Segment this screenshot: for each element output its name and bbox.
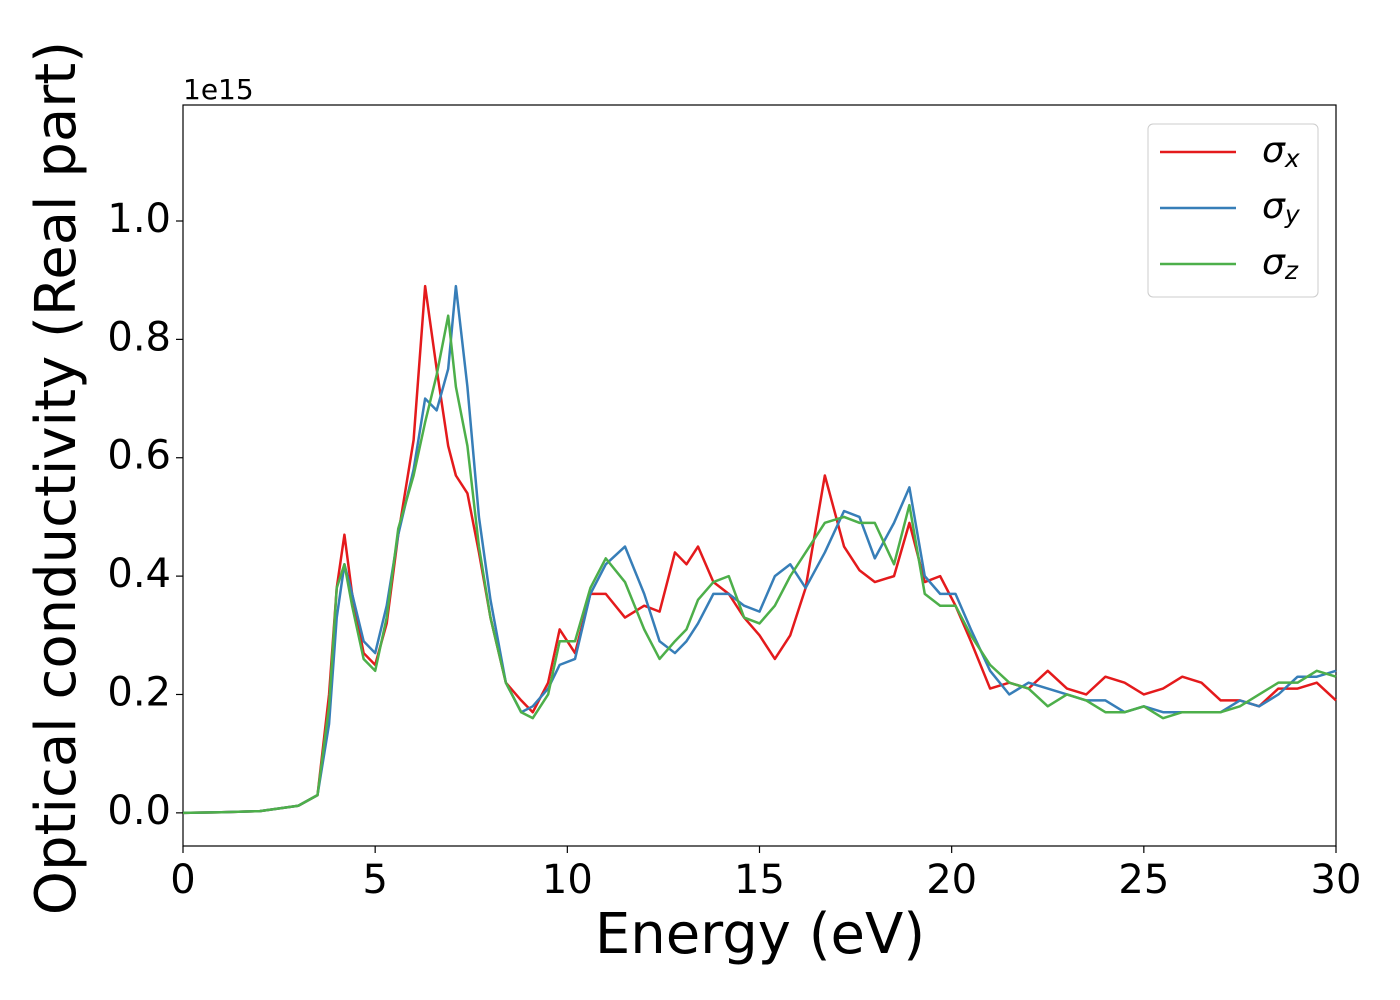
y-tick-label: 1.0 [107,196,171,242]
legend-symbol: σ [1262,130,1286,171]
y-tick-label: 0.4 [107,551,171,597]
series-line [182,314,1337,815]
legend-symbol: σ [1262,186,1286,227]
legend-label: σz [1262,242,1299,285]
y-tick-label: 0.0 [107,788,171,834]
legend-subscript: z [1284,256,1299,285]
legend-symbol: σ [1262,242,1286,283]
series-line [182,284,1337,815]
legend-label: σx [1262,130,1300,173]
legend-subscript: x [1284,144,1300,173]
x-tick-label: 20 [926,857,977,903]
series-line [182,284,1337,815]
x-tick-label: 15 [734,857,785,903]
legend-subscript: y [1284,200,1301,229]
legend-box [1147,123,1319,298]
x-tick-label: 30 [1311,857,1362,903]
y-offset-label: 1e15 [183,73,254,106]
y-tick-label: 0.6 [107,433,171,479]
legend-label: σy [1262,186,1301,229]
x-tick-label: 0 [170,857,195,903]
x-axis-label: Energy (eV) [595,902,925,967]
y-tick-label: 0.2 [107,669,171,715]
x-tick-label: 25 [1118,857,1169,903]
x-tick-label: 10 [542,857,593,903]
x-tick-label: 5 [362,857,387,903]
y-axis-label: Optical conductivity (Real part) [24,41,89,915]
y-tick-label: 0.8 [107,314,171,360]
